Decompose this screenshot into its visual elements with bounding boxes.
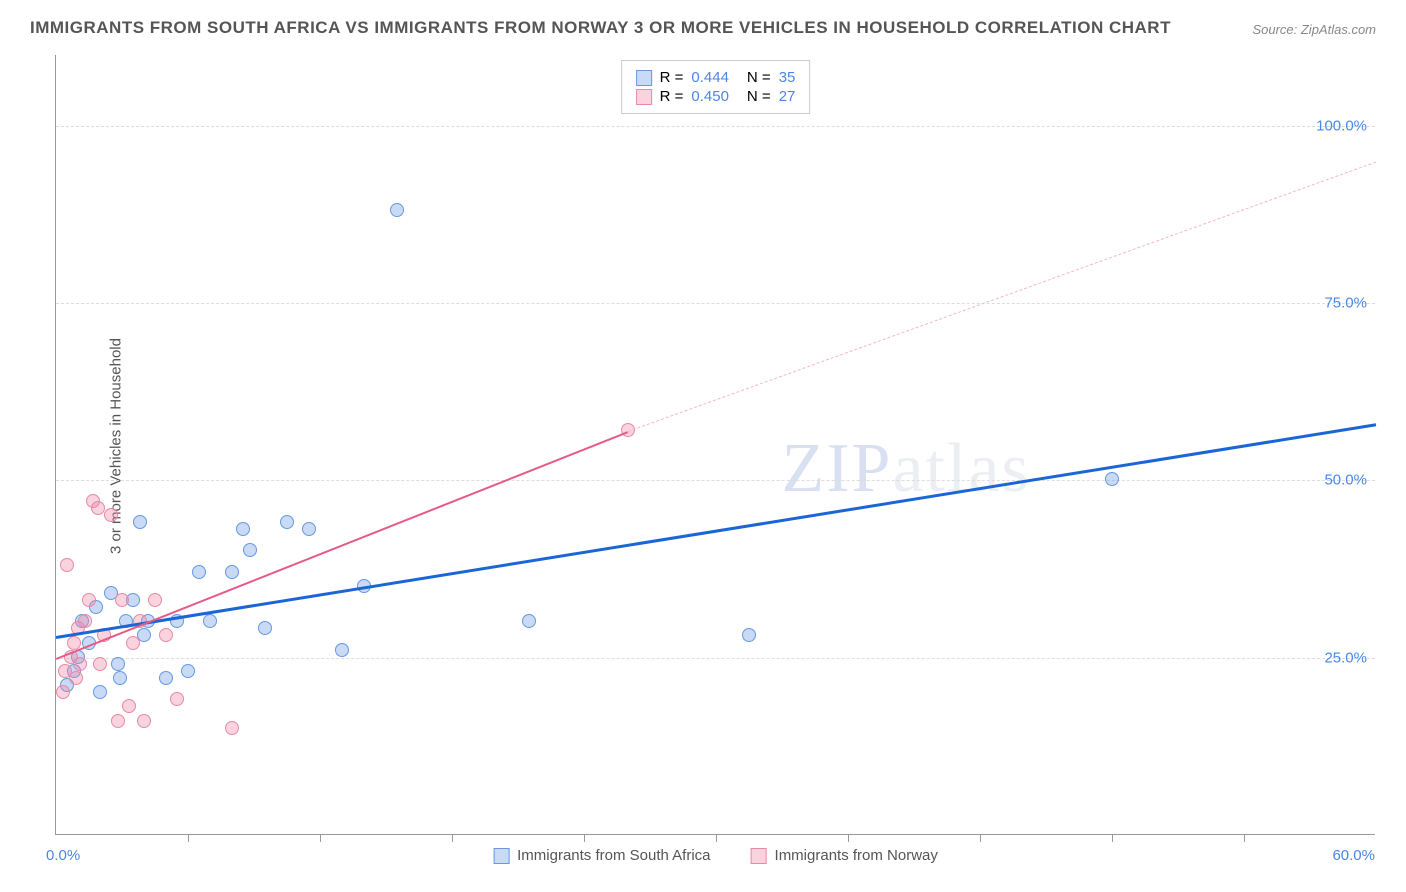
data-point-sa	[302, 522, 316, 536]
y-tick-label: 100.0%	[1316, 117, 1367, 134]
legend-series: Immigrants from South Africa Immigrants …	[493, 847, 938, 864]
legend-item-no: Immigrants from Norway	[751, 847, 938, 864]
data-point-sa	[111, 657, 125, 671]
r-label: R =	[660, 69, 684, 86]
legend-stat-row-sa: R = 0.444 N = 35	[636, 69, 796, 86]
x-tick	[1244, 834, 1245, 842]
data-point-no	[93, 657, 107, 671]
data-point-no	[67, 636, 81, 650]
data-point-sa	[522, 614, 536, 628]
data-point-sa	[335, 643, 349, 657]
trend-line	[628, 161, 1376, 431]
data-point-sa	[181, 664, 195, 678]
y-tick-label: 50.0%	[1324, 472, 1367, 489]
x-tick	[452, 834, 453, 842]
x-tick	[980, 834, 981, 842]
data-point-no	[78, 614, 92, 628]
legend-label-no: Immigrants from Norway	[775, 847, 938, 864]
legend-label-sa: Immigrants from South Africa	[517, 847, 710, 864]
x-tick	[584, 834, 585, 842]
trend-line	[56, 424, 1376, 640]
data-point-no	[137, 714, 151, 728]
r-value-no: 0.450	[691, 88, 729, 105]
x-tick-label-max: 60.0%	[1332, 847, 1375, 864]
source-attribution: Source: ZipAtlas.com	[1252, 22, 1376, 37]
data-point-sa	[243, 543, 257, 557]
data-point-no	[82, 593, 96, 607]
data-point-no	[69, 671, 83, 685]
y-tick-label: 25.0%	[1324, 649, 1367, 666]
data-point-no	[91, 501, 105, 515]
data-point-no	[104, 508, 118, 522]
swatch-sa	[636, 70, 652, 86]
gridline-h	[56, 303, 1375, 304]
legend-stats-box: R = 0.444 N = 35 R = 0.450 N = 27	[621, 60, 811, 114]
n-label: N =	[747, 88, 771, 105]
r-value-sa: 0.444	[691, 69, 729, 86]
watermark-zip: ZIP	[781, 430, 892, 507]
watermark-atlas: atlas	[892, 430, 1030, 507]
data-point-no	[73, 657, 87, 671]
x-tick	[716, 834, 717, 842]
chart-container: IMMIGRANTS FROM SOUTH AFRICA VS IMMIGRAN…	[0, 0, 1406, 892]
watermark: ZIPatlas	[781, 429, 1030, 509]
data-point-sa	[742, 628, 756, 642]
x-tick	[848, 834, 849, 842]
swatch-no	[636, 89, 652, 105]
gridline-h	[56, 480, 1375, 481]
data-point-sa	[192, 565, 206, 579]
data-point-no	[60, 558, 74, 572]
data-point-no	[126, 636, 140, 650]
n-label: N =	[747, 69, 771, 86]
legend-stat-row-no: R = 0.450 N = 27	[636, 88, 796, 105]
data-point-sa	[93, 685, 107, 699]
data-point-sa	[159, 671, 173, 685]
data-point-sa	[225, 565, 239, 579]
x-tick	[1112, 834, 1113, 842]
data-point-no	[159, 628, 173, 642]
trend-line	[56, 431, 629, 660]
y-tick-label: 75.0%	[1324, 295, 1367, 312]
data-point-sa	[133, 515, 147, 529]
legend-item-sa: Immigrants from South Africa	[493, 847, 710, 864]
data-point-sa	[203, 614, 217, 628]
chart-title: IMMIGRANTS FROM SOUTH AFRICA VS IMMIGRAN…	[30, 18, 1171, 38]
data-point-no	[148, 593, 162, 607]
data-point-no	[56, 685, 70, 699]
n-value-no: 27	[779, 88, 796, 105]
data-point-sa	[280, 515, 294, 529]
x-tick	[188, 834, 189, 842]
swatch-sa-icon	[493, 848, 509, 864]
swatch-no-icon	[751, 848, 767, 864]
data-point-sa	[236, 522, 250, 536]
data-point-sa	[390, 203, 404, 217]
data-point-no	[115, 593, 129, 607]
gridline-h	[56, 658, 1375, 659]
data-point-no	[225, 721, 239, 735]
data-point-sa	[258, 621, 272, 635]
data-point-no	[111, 714, 125, 728]
data-point-no	[122, 699, 136, 713]
data-point-sa	[113, 671, 127, 685]
x-tick	[320, 834, 321, 842]
data-point-no	[170, 692, 184, 706]
data-point-sa	[1105, 472, 1119, 486]
n-value-sa: 35	[779, 69, 796, 86]
plot-area: R = 0.444 N = 35 R = 0.450 N = 27 ZIPatl…	[55, 55, 1375, 835]
r-label: R =	[660, 88, 684, 105]
gridline-h	[56, 126, 1375, 127]
x-tick-label-min: 0.0%	[46, 847, 80, 864]
